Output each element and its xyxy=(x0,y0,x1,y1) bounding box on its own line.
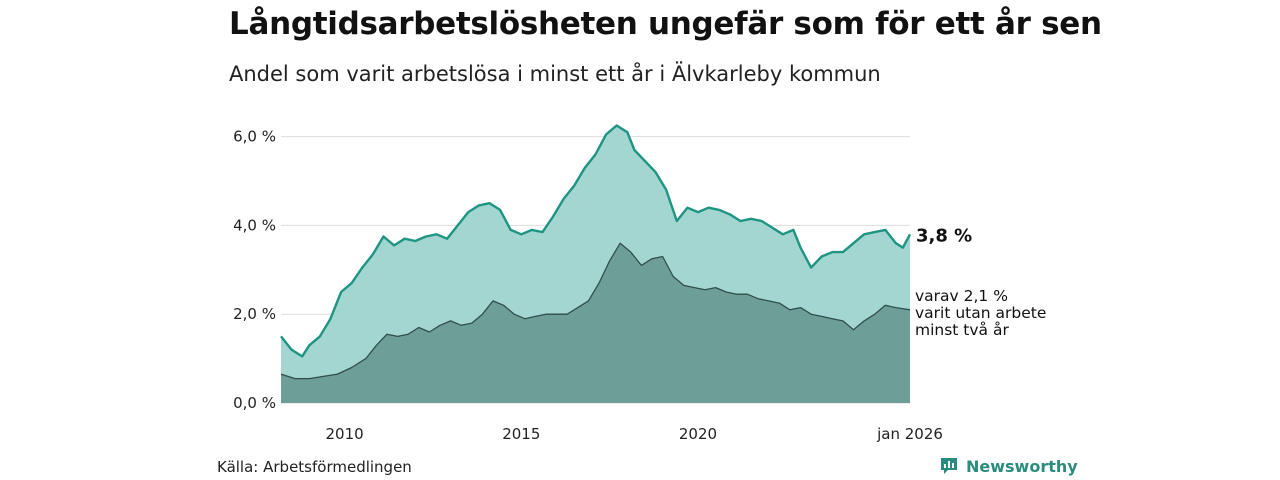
x-tick-label: 2015 xyxy=(502,425,540,443)
x-tick-label: 2010 xyxy=(326,425,364,443)
y-tick-label: 4,0 % xyxy=(233,216,276,234)
long-term-end-label-line: minst två år xyxy=(915,321,1009,339)
y-axis: 0,0 % 2,0 % 4,0 % 6,0 % xyxy=(233,128,276,412)
total-end-label: 3,8 % xyxy=(916,225,972,246)
total-line xyxy=(280,124,912,358)
long-term-area xyxy=(281,243,910,403)
source-note: Källa: Arbetsförmedlingen xyxy=(217,458,412,476)
brand-name: Newsworthy xyxy=(966,456,1078,476)
long-term-end-label-line: varav 2,1 % xyxy=(915,287,1008,305)
chart-subtitle: Andel som varit arbetslösa i minst ett å… xyxy=(229,62,881,86)
chart-title: Långtidsarbetslösheten ungefär som för e… xyxy=(229,6,1102,42)
long-term-line xyxy=(280,242,911,380)
long-term-end-label-line: varit utan arbete xyxy=(915,304,1046,322)
brand-logo: Newsworthy xyxy=(939,456,1078,476)
y-tick-label: 0,0 % xyxy=(233,394,276,412)
y-tick-label: 6,0 % xyxy=(233,128,276,146)
x-axis: 2010 2015 2020 jan 2026 xyxy=(326,425,943,443)
y-tick-label: 2,0 % xyxy=(233,305,276,323)
newsworthy-logo-icon xyxy=(941,458,957,474)
x-tick-label: jan 2026 xyxy=(876,425,943,443)
x-tick-label: 2020 xyxy=(679,425,717,443)
